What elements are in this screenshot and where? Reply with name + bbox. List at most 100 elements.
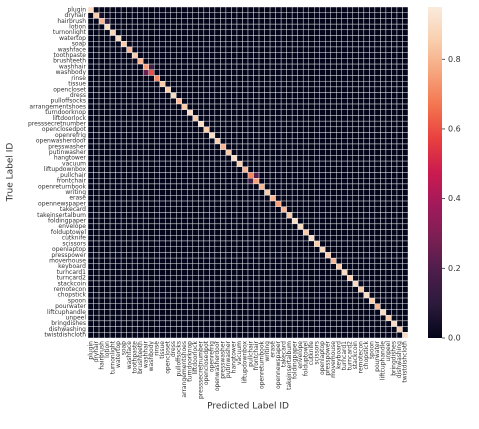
heatmap-cell bbox=[363, 120, 370, 128]
heatmap-cell bbox=[170, 292, 177, 299]
heatmap-cell bbox=[231, 46, 238, 53]
y-tick-label: liftupdownbox bbox=[44, 166, 87, 173]
heatmap-cell bbox=[170, 6, 177, 13]
heatmap-cell bbox=[170, 195, 177, 202]
heatmap-cell bbox=[192, 275, 199, 282]
heatmap-cell bbox=[280, 46, 287, 53]
heatmap-cell bbox=[192, 69, 199, 76]
heatmap-cell bbox=[176, 200, 182, 207]
heatmap-cell bbox=[126, 206, 133, 213]
heatmap-cell bbox=[187, 35, 194, 42]
heatmap-cell bbox=[319, 41, 326, 48]
heatmap-cell bbox=[402, 292, 409, 299]
heatmap-cell bbox=[302, 246, 309, 253]
heatmap-cell bbox=[87, 257, 94, 265]
heatmap-cell bbox=[330, 29, 337, 36]
heatmap-cell bbox=[187, 160, 194, 167]
heatmap-cell bbox=[396, 292, 403, 299]
heatmap-cell bbox=[280, 235, 287, 242]
heatmap-cell bbox=[297, 292, 304, 299]
heatmap-cell bbox=[269, 12, 276, 19]
heatmap-cell bbox=[87, 92, 94, 99]
heatmap-cell bbox=[280, 18, 287, 25]
heatmap-cell bbox=[192, 189, 199, 196]
x-tick-label: takeinsertalbum bbox=[286, 341, 293, 390]
heatmap-cell bbox=[236, 63, 243, 70]
heatmap-cell bbox=[187, 166, 194, 173]
heatmap-cell bbox=[192, 326, 199, 333]
heatmap-cell bbox=[236, 41, 243, 48]
heatmap-cell bbox=[385, 246, 392, 253]
heatmap-cell bbox=[253, 46, 260, 53]
heatmap-cell bbox=[198, 35, 205, 42]
heatmap-cell bbox=[347, 58, 354, 65]
heatmap-cell bbox=[341, 92, 348, 99]
heatmap-cell bbox=[231, 98, 238, 105]
heatmap-cell bbox=[115, 326, 122, 333]
heatmap-cell bbox=[319, 246, 326, 253]
heatmap-cell bbox=[258, 126, 265, 133]
heatmap-cell bbox=[159, 63, 166, 70]
heatmap-cell bbox=[176, 75, 182, 82]
heatmap-cell bbox=[236, 240, 243, 247]
heatmap-cell bbox=[98, 172, 105, 179]
heatmap-cell bbox=[319, 149, 326, 156]
heatmap-cell bbox=[137, 223, 144, 230]
heatmap-cell bbox=[336, 195, 342, 202]
heatmap-cell bbox=[314, 86, 320, 93]
heatmap-cell bbox=[369, 183, 376, 190]
heatmap-cell bbox=[231, 217, 238, 225]
heatmap-cell bbox=[159, 223, 166, 230]
heatmap-cell bbox=[336, 275, 342, 282]
heatmap-cell bbox=[109, 69, 116, 76]
heatmap-cell bbox=[109, 240, 116, 247]
heatmap-cell bbox=[325, 41, 331, 48]
heatmap-cell bbox=[308, 69, 315, 76]
heatmap-cell bbox=[269, 132, 276, 139]
heatmap-cell bbox=[374, 292, 381, 299]
heatmap-cell bbox=[165, 132, 171, 139]
heatmap-cell bbox=[142, 58, 149, 65]
heatmap-cell bbox=[264, 149, 271, 156]
heatmap-cell bbox=[336, 320, 342, 327]
heatmap-cell bbox=[236, 252, 243, 259]
heatmap-cell bbox=[137, 155, 144, 162]
heatmap-cell bbox=[242, 235, 249, 242]
heatmap-cell bbox=[385, 41, 392, 48]
heatmap-cell bbox=[302, 23, 309, 31]
heatmap-cell bbox=[131, 195, 138, 202]
heatmap-cell bbox=[209, 98, 216, 105]
heatmap-cell bbox=[120, 263, 127, 270]
heatmap-cell bbox=[187, 257, 194, 265]
heatmap-cell bbox=[98, 120, 105, 128]
heatmap-cell bbox=[104, 69, 111, 76]
heatmap-cell bbox=[352, 86, 359, 93]
heatmap-cell bbox=[104, 257, 111, 265]
heatmap-cell bbox=[302, 320, 309, 327]
heatmap-cell bbox=[314, 200, 320, 207]
heatmap-cell bbox=[225, 195, 232, 202]
heatmap-cell bbox=[203, 212, 210, 219]
heatmap-cell bbox=[341, 269, 348, 276]
heatmap-cell bbox=[385, 212, 392, 219]
heatmap-cell bbox=[154, 275, 160, 282]
heatmap-cell bbox=[109, 155, 116, 162]
heatmap-cell bbox=[341, 86, 348, 93]
heatmap-cell bbox=[302, 240, 309, 247]
heatmap-cell bbox=[126, 303, 133, 310]
heatmap-cell bbox=[291, 80, 298, 88]
heatmap-cell bbox=[247, 240, 254, 247]
heatmap-cell bbox=[126, 240, 133, 247]
heatmap-cell bbox=[115, 12, 122, 19]
heatmap-cell bbox=[109, 143, 116, 150]
heatmap-cell bbox=[176, 120, 182, 128]
heatmap-cell bbox=[192, 223, 199, 230]
heatmap-cell bbox=[154, 120, 160, 128]
heatmap-cell bbox=[176, 126, 182, 133]
heatmap-cell bbox=[170, 309, 177, 316]
heatmap-cell bbox=[302, 143, 309, 150]
heatmap-cell bbox=[198, 212, 205, 219]
heatmap-cell bbox=[231, 12, 238, 19]
heatmap-cell bbox=[247, 252, 254, 259]
heatmap-cell bbox=[369, 286, 376, 293]
